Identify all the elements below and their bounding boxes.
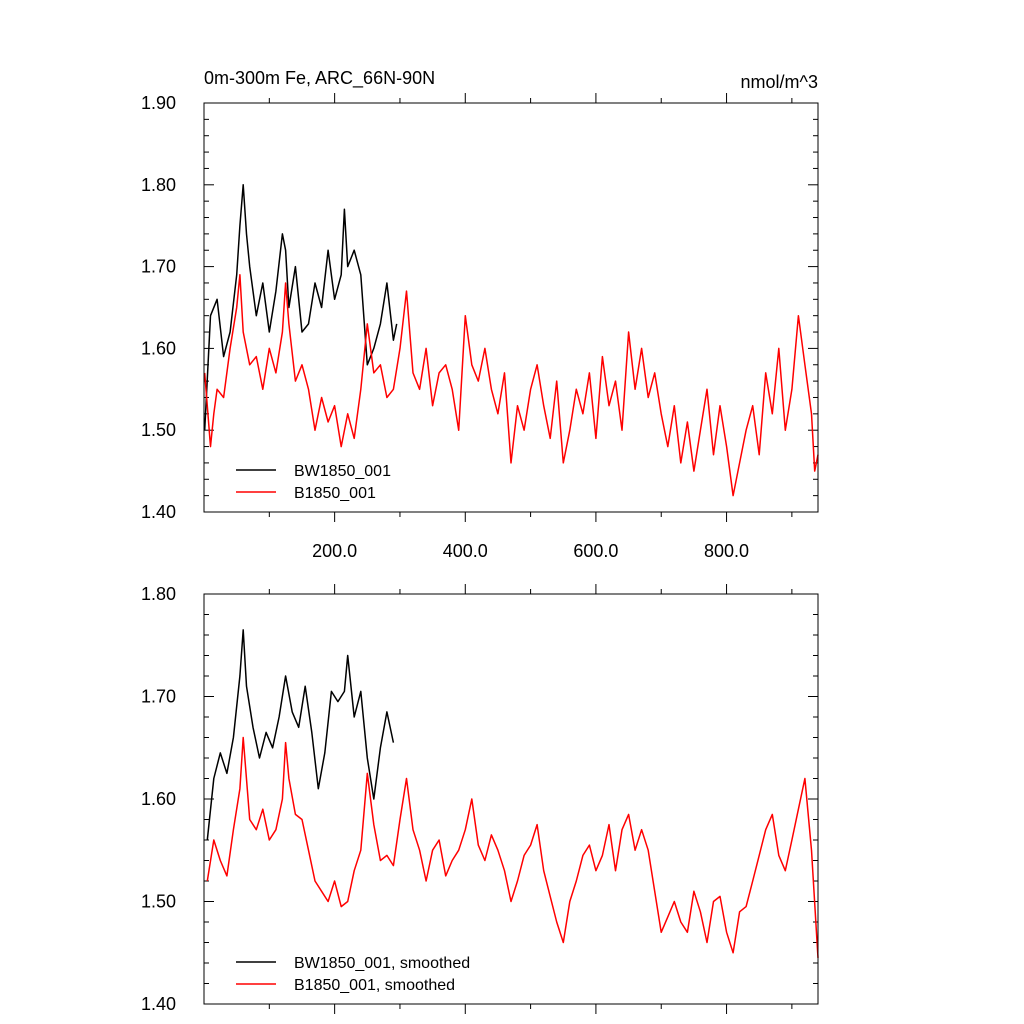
series-line-b1850	[206, 736, 819, 958]
series-line-bw1850	[206, 629, 395, 841]
series-line-bw1850	[203, 184, 398, 431]
series-line-b1850	[203, 274, 819, 497]
top-plot-area: 1.40 1.50 1.60 1.70 1.80 1.90 200.0 400.0 600.0 8…	[141, 93, 819, 561]
bottom-panel: 1.40 1.50 1.60 1.70 1.80 BW1850_001, smoothe…	[141, 584, 819, 1014]
y-tick-label: 1.40	[141, 502, 176, 522]
top-legend: BW1850_001 B1850_001	[236, 463, 391, 502]
legend-label: BW1850_001	[294, 463, 391, 480]
x-tick-label: 600.0	[573, 541, 618, 561]
x-tick-label: 400.0	[443, 541, 488, 561]
y-tick-label: 1.70	[141, 687, 176, 707]
top-chart-title: 0m-300m Fe, ARC_66N-90N	[204, 68, 435, 89]
bottom-plot-frame	[203, 593, 819, 1005]
y-tick-label: 1.40	[141, 994, 176, 1014]
top-chart-units: nmol/m^3	[741, 72, 818, 92]
x-tick-label: 800.0	[704, 541, 749, 561]
y-tick-label: 1.80	[141, 175, 176, 195]
y-tick-label: 1.70	[141, 257, 176, 277]
bottom-legend: BW1850_001, smoothed B1850_001, smoothed	[236, 955, 470, 994]
top-plot-frame	[203, 102, 819, 513]
y-tick-label: 1.60	[141, 338, 176, 358]
y-tick-label: 1.60	[141, 789, 176, 809]
legend-label: B1850_001	[294, 485, 376, 502]
y-tick-label: 1.80	[141, 584, 176, 604]
y-tick-label: 1.50	[141, 892, 176, 912]
top-panel: 1.40 1.50 1.60 1.70 1.80 1.90 200.0 400.0 600.0 8…	[141, 68, 819, 561]
y-tick-label: 1.50	[141, 420, 176, 440]
legend-label: BW1850_001, smoothed	[294, 955, 470, 972]
bottom-plot-area: 1.40 1.50 1.60 1.70 1.80	[141, 584, 819, 1014]
y-tick-label: 1.90	[141, 93, 176, 113]
x-tick-label: 200.0	[312, 541, 357, 561]
legend-label: B1850_001, smoothed	[294, 977, 455, 994]
